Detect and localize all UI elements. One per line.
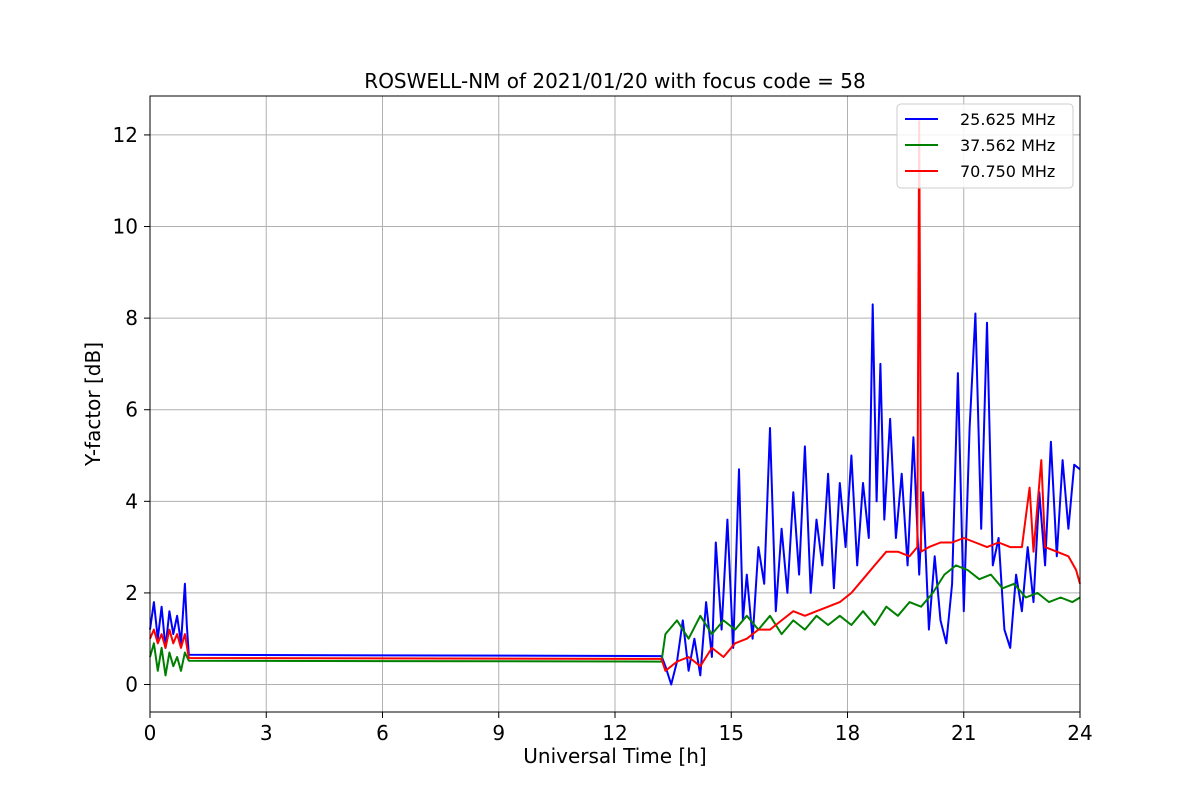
y-tick-label: 8 bbox=[125, 306, 138, 330]
y-axis-label: Y-factor [dB] bbox=[81, 342, 105, 467]
legend-box bbox=[896, 103, 1074, 189]
x-tick-label: 12 bbox=[602, 721, 627, 745]
x-tick-label: 18 bbox=[835, 721, 860, 745]
series-line-1 bbox=[149, 303, 1081, 686]
y-tick-label: 12 bbox=[113, 123, 138, 147]
series-layer bbox=[149, 120, 1081, 686]
chart-title: ROSWELL-NM of 2021/01/20 with focus code… bbox=[364, 69, 865, 93]
y-tick-label: 4 bbox=[125, 489, 138, 513]
y-tick-label: 10 bbox=[113, 215, 138, 239]
x-tick-label: 3 bbox=[260, 721, 273, 745]
x-tick-label: 0 bbox=[144, 721, 157, 745]
y-tick-label: 2 bbox=[125, 581, 138, 605]
y-tick-label: 6 bbox=[125, 398, 138, 422]
x-tick-label: 9 bbox=[492, 721, 505, 745]
legend-label-3: 70.750 MHz bbox=[960, 162, 1055, 181]
series-line-3 bbox=[149, 120, 1081, 672]
legend-label-2: 37.562 MHz bbox=[960, 136, 1055, 155]
y-tick-label: 0 bbox=[125, 673, 138, 697]
x-tick-label: 24 bbox=[1067, 721, 1092, 745]
x-axis-label: Universal Time [h] bbox=[523, 744, 706, 768]
series-line-2 bbox=[149, 564, 1081, 677]
x-tick-label: 21 bbox=[951, 721, 976, 745]
legend-label-1: 25.625 MHz bbox=[960, 110, 1055, 129]
x-tick-label: 6 bbox=[376, 721, 389, 745]
x-tick-label: 15 bbox=[719, 721, 744, 745]
legend: 25.625 MHz 37.562 MHz 70.750 MHz bbox=[896, 103, 1074, 189]
